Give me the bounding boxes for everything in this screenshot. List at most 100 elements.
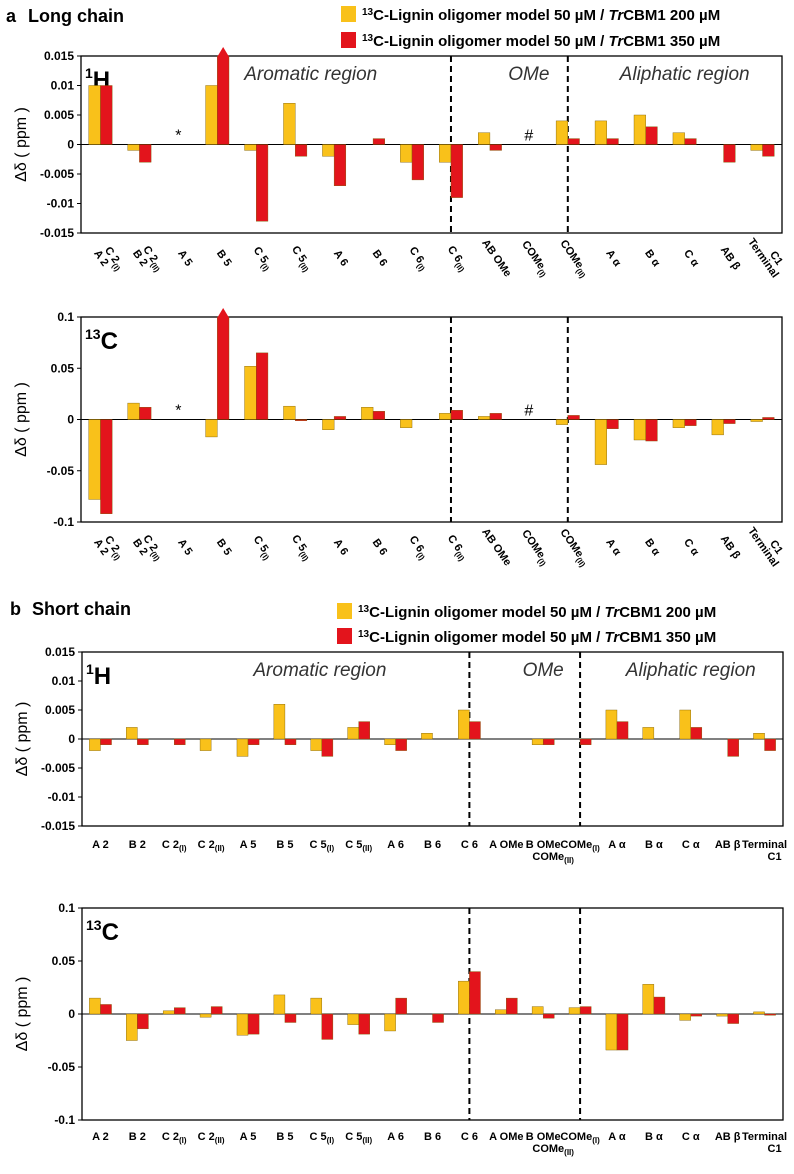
region-label: Aromatic region (252, 660, 386, 681)
bar-yellow-18 (753, 733, 765, 740)
category-label: C 6(I) (405, 245, 431, 274)
bar-yellow-5 (273, 994, 286, 1015)
bar-red-17 (762, 144, 775, 157)
category-label: A OMe (489, 839, 523, 851)
nucleus-label: 13C (85, 326, 118, 355)
panel-a-label: a (6, 6, 17, 26)
bar-yellow-10 (478, 416, 491, 420)
annotation-symbol: * (175, 403, 181, 420)
bar-red-4 (256, 352, 269, 420)
bar-yellow-7 (361, 407, 374, 420)
category-label: AB β (715, 839, 741, 851)
bar-yellow-18 (753, 1011, 765, 1015)
category-label: C1 (768, 1143, 782, 1155)
y-tick-label: -0.05 (48, 1060, 76, 1074)
category-label: B 5 (276, 839, 293, 851)
bar-red-10 (469, 971, 481, 1015)
bar-yellow-15 (642, 984, 655, 1015)
category-label: A 6 (387, 1131, 404, 1143)
bar-yellow-14 (633, 114, 646, 145)
y-axis-label: Δδ ( ppm ) (13, 382, 30, 457)
category-label: COMe(II) (556, 527, 591, 569)
bar-yellow-8 (384, 1013, 396, 1032)
bar-yellow-16 (679, 1013, 691, 1021)
bar-red-7 (358, 721, 370, 740)
bar-red-17 (727, 1013, 739, 1024)
category-label: B 2 (129, 1131, 146, 1143)
bar-yellow-17 (716, 1013, 728, 1017)
bar-yellow-6 (322, 144, 335, 157)
bar-yellow-0 (88, 419, 101, 500)
bar-red-9 (450, 410, 463, 420)
bar-yellow-17 (750, 144, 763, 151)
bar-red-14 (645, 419, 658, 442)
nucleus-label: 1H (86, 661, 111, 690)
bar-yellow-7 (347, 1013, 359, 1025)
bar-yellow-0 (89, 997, 101, 1015)
category-label: C 6(II) (443, 533, 470, 563)
bar-red-16 (690, 1013, 703, 1017)
bar-yellow-6 (310, 997, 323, 1015)
bar-yellow-11 (495, 1009, 507, 1015)
legend-a-item-yellow: 13C-Lignin oligomer model 50 µM / TrCBM1… (362, 7, 720, 24)
category-label: C 6 (461, 1131, 478, 1143)
bar-red-14 (616, 1013, 629, 1051)
category-label: AB OMe (479, 237, 513, 279)
bar-yellow-4 (236, 738, 249, 757)
bar-red-4 (256, 144, 269, 222)
category-label: AB β (718, 244, 743, 272)
overflow-marker (217, 308, 230, 318)
y-tick-label: 0 (68, 1007, 75, 1021)
bar-red-6 (321, 1013, 334, 1040)
y-tick-label: 0.005 (44, 108, 74, 122)
category-label: A 5 (175, 537, 194, 558)
bar-red-7 (372, 411, 385, 420)
bar-yellow-8 (384, 738, 396, 745)
category-label: Terminal (742, 839, 787, 851)
bar-red-2 (174, 738, 186, 745)
bar-yellow-1 (126, 1013, 138, 1041)
bar-yellow-17 (750, 419, 763, 422)
category-label: B 6 (370, 248, 390, 269)
bar-red-10 (469, 721, 481, 740)
bar-red-16 (723, 419, 736, 424)
region-label: Aliphatic region (619, 64, 750, 85)
bar-red-4 (247, 1013, 260, 1035)
category-label: C 2(I) (162, 839, 187, 853)
annotation-symbol: # (524, 403, 533, 420)
bar-yellow-5 (273, 704, 286, 740)
bar-yellow-10 (478, 132, 491, 145)
bar-red-13 (606, 419, 619, 429)
legend-a: 13C-Lignin oligomer model 50 µM / TrCBM1… (341, 6, 720, 50)
bar-yellow-12 (555, 120, 569, 145)
category-label: C1 (768, 851, 782, 863)
bar-yellow-13 (594, 419, 607, 465)
chart-long-chain-1h: 0.015 0.01 0.005 0 -0.005 -0.01 -0.015 Δδ ( ppm… (13, 47, 785, 280)
category-label: A 2 (92, 1131, 109, 1143)
bar-red-0 (100, 738, 112, 745)
bar-red-14 (645, 126, 658, 145)
legend-b-item-yellow: 13C-Lignin oligomer model 50 µM / TrCBM1… (358, 604, 716, 621)
category-label: A 6 (331, 248, 350, 269)
bar-yellow-8 (400, 144, 413, 163)
y-axis-label: Δδ ( ppm ) (14, 977, 31, 1052)
category-label: C 6 (461, 839, 478, 851)
bar-yellow-3 (205, 85, 218, 145)
y-tick-label: 0.01 (51, 79, 75, 93)
panel-b-label: b (10, 599, 21, 619)
category-label: B 5 (214, 537, 234, 558)
bar-red-3 (210, 1006, 223, 1015)
bar-yellow-3 (199, 738, 212, 751)
bar-yellow-0 (89, 738, 101, 751)
y-tick-label: 0 (67, 138, 74, 152)
category-label: A 2 (92, 839, 109, 851)
annotation-symbol: # (524, 128, 533, 145)
y-tick-label: -0.01 (47, 197, 75, 211)
bar-red-7 (358, 1013, 370, 1035)
y-tick-label: -0.005 (41, 761, 75, 775)
bar-yellow-10 (458, 709, 470, 740)
bar-red-9 (432, 1013, 444, 1023)
category-label: Terminal (742, 1131, 787, 1143)
legend-b: 13C-Lignin oligomer model 50 µM / TrCBM1… (337, 603, 716, 646)
